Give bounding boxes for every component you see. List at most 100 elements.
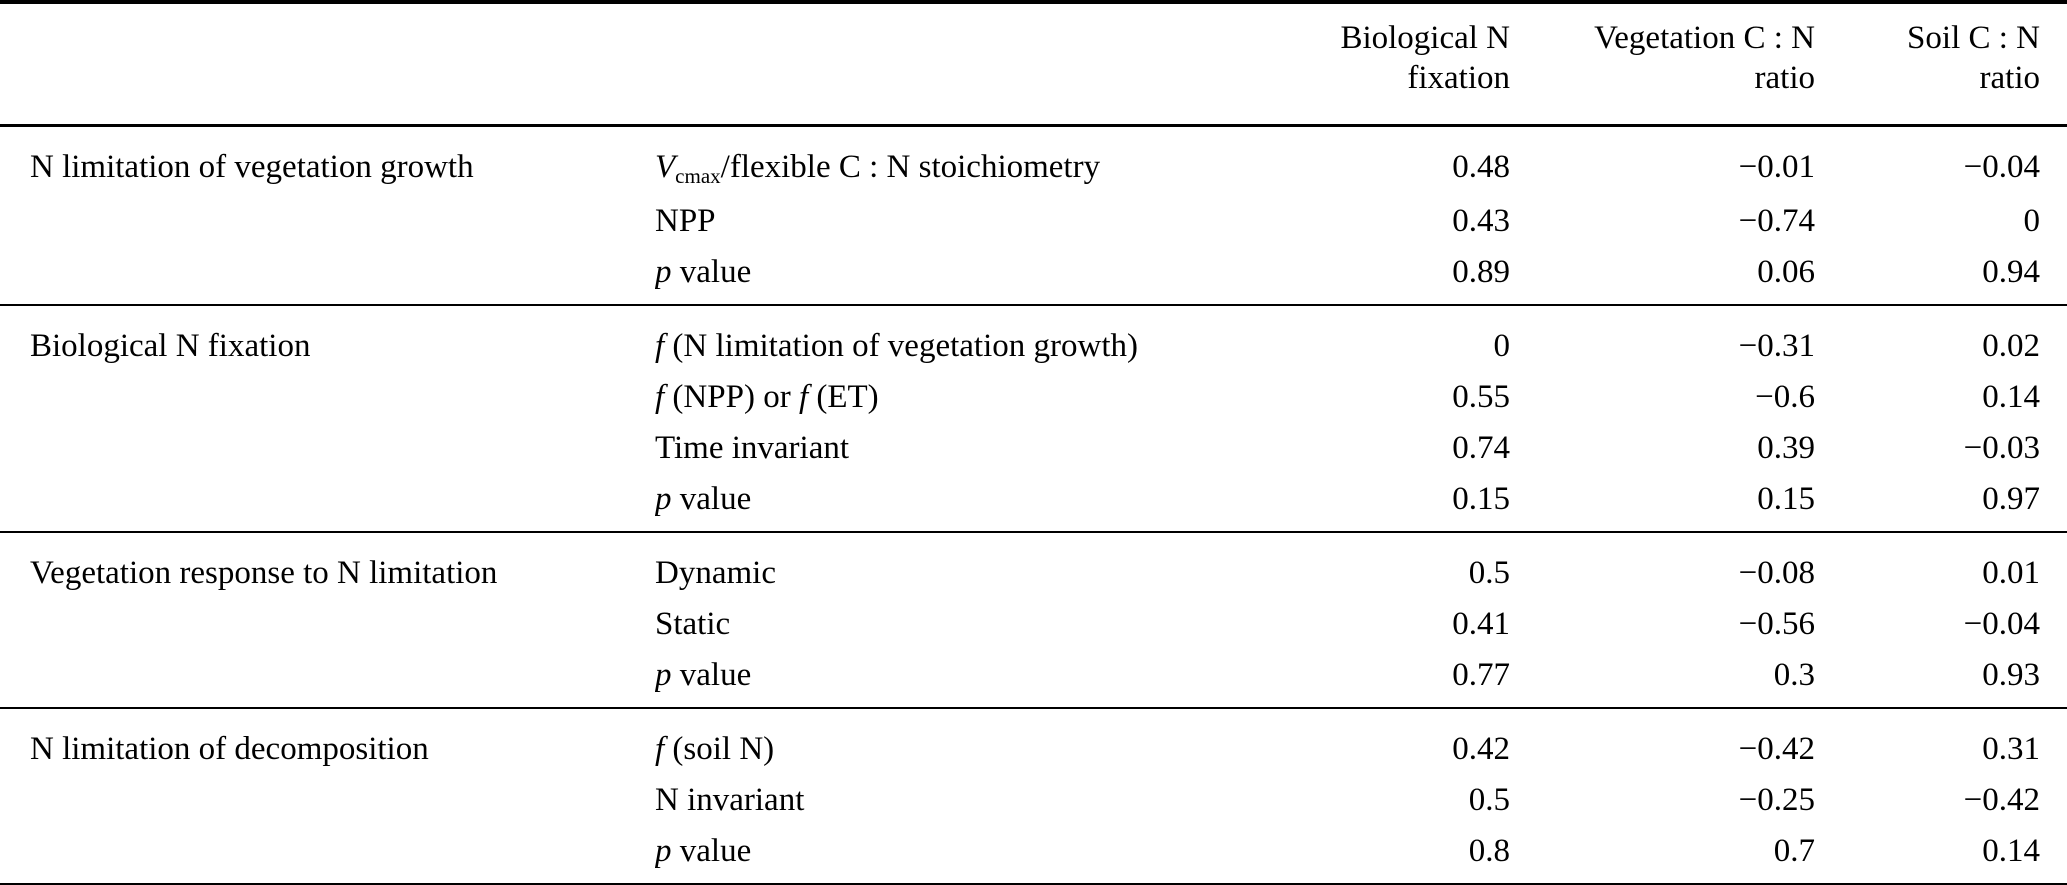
- table-row: Time invariant 0.74 0.39 −0.03: [0, 423, 2067, 474]
- table-row: f (NPP) or f (ET) 0.55 −0.6 0.14: [0, 372, 2067, 423]
- table-row: N limitation of vegetation growth Vcmax/f…: [0, 126, 2067, 197]
- table-row: N limitation of decomposition f (soil N) 0…: [0, 708, 2067, 775]
- value-cell: 0.42: [1452, 731, 1510, 767]
- value-cell: 0.5: [1468, 782, 1510, 818]
- value-cell: 0.8: [1468, 833, 1510, 869]
- row-label-cell: p value: [655, 650, 1215, 708]
- label-part: f: [655, 328, 665, 364]
- label-part: p: [655, 657, 672, 693]
- group-label-cell: Vegetation response to N limitation: [30, 555, 498, 591]
- table-group: N limitation of vegetation growth Vcmax/f…: [0, 126, 2067, 306]
- label-part: (N limitation of vegetation growth): [664, 328, 1138, 364]
- value-cell: −0.42: [1963, 782, 2040, 818]
- label-part: f: [655, 379, 665, 415]
- label-part: N invariant: [655, 782, 805, 818]
- group-label-cell: Biological N fixation: [30, 328, 311, 364]
- value-cell: 0.14: [1982, 833, 2040, 869]
- column-header-line: ratio: [1979, 60, 2040, 96]
- label-part: p: [655, 254, 672, 290]
- value-cell: 0.5: [1468, 555, 1510, 591]
- label-part: /flexible C : N stoichiometry: [720, 149, 1101, 185]
- column-header-line: Vegetation C : N: [1594, 20, 1815, 56]
- table-row: p value 0.8 0.7 0.14: [0, 826, 2067, 885]
- label-part: f: [798, 379, 809, 415]
- value-cell: 0.06: [1757, 254, 1815, 290]
- row-label-cell: N invariant: [655, 775, 1215, 826]
- column-header-line: fixation: [1407, 60, 1510, 96]
- table-row: Biological N fixation f (N limitation of …: [0, 305, 2067, 372]
- value-cell: −0.25: [1738, 782, 1815, 818]
- value-cell: 0.7: [1773, 833, 1815, 869]
- label-part: p: [655, 833, 672, 869]
- row-label-cell: p value: [655, 826, 1215, 885]
- value-cell: −0.31: [1738, 328, 1815, 364]
- table-group: Biological N fixation f (N limitation of …: [0, 305, 2067, 532]
- value-cell: 0.43: [1452, 203, 1510, 239]
- value-cell: 0.02: [1982, 328, 2040, 364]
- value-cell: 0.39: [1757, 430, 1815, 466]
- value-cell: −0.04: [1963, 149, 2040, 185]
- table-group: Vegetation response to N limitation Dynam…: [0, 532, 2067, 708]
- label-part: value: [671, 833, 752, 869]
- header-row: Biological N fixation Vegetation C : N rat…: [0, 2, 2067, 126]
- group-label-cell: N limitation of vegetation growth: [30, 149, 474, 185]
- column-header-line: Biological N: [1340, 20, 1510, 56]
- value-cell: 0.14: [1982, 379, 2040, 415]
- label-part: Dynamic: [655, 555, 776, 591]
- row-label-cell: Static: [655, 599, 1215, 650]
- table-row: Vegetation response to N limitation Dynam…: [0, 532, 2067, 599]
- value-cell: 0.94: [1982, 254, 2040, 290]
- table-row: N invariant 0.5 −0.25 −0.42: [0, 775, 2067, 826]
- table-row: Static 0.41 −0.56 −0.04: [0, 599, 2067, 650]
- value-cell: 0: [1493, 328, 1511, 364]
- col-header-soil-cn-ratio: Soil C : N ratio: [1815, 2, 2067, 126]
- value-cell: 0.31: [1982, 731, 2040, 767]
- label-part: f: [655, 731, 665, 767]
- value-cell: −0.03: [1963, 430, 2040, 466]
- table-header: Biological N fixation Vegetation C : N rat…: [0, 2, 2067, 126]
- table-row: NPP 0.43 −0.74 0: [0, 196, 2067, 247]
- value-cell: 0.55: [1452, 379, 1510, 415]
- col-header-biological-n-fixation: Biological N fixation: [1215, 2, 1510, 126]
- column-header-line: ratio: [1754, 60, 1815, 96]
- table-row: p value 0.89 0.06 0.94: [0, 247, 2067, 305]
- value-cell: −0.74: [1738, 203, 1815, 239]
- value-cell: 0.89: [1452, 254, 1510, 290]
- label-part: Time invariant: [655, 430, 850, 466]
- table-row: p value 0.15 0.15 0.97: [0, 474, 2067, 532]
- value-cell: −0.04: [1963, 606, 2040, 642]
- header-spacer-group: [0, 2, 655, 126]
- value-cell: 0.77: [1452, 657, 1510, 693]
- row-label-cell: Time invariant: [655, 423, 1215, 474]
- label-part: value: [671, 254, 752, 290]
- row-label-cell: Dynamic: [655, 532, 1215, 599]
- label-part: value: [671, 657, 752, 693]
- value-cell: 0.93: [1982, 657, 2040, 693]
- value-cell: −0.56: [1738, 606, 1815, 642]
- label-part: (NPP) or: [664, 379, 799, 415]
- label-part: Static: [655, 606, 731, 642]
- row-label-cell: f (soil N): [655, 708, 1215, 775]
- column-header-line: Soil C : N: [1907, 20, 2040, 56]
- value-cell: 0.3: [1773, 657, 1815, 693]
- value-cell: 0.15: [1757, 481, 1815, 517]
- value-cell: 0.01: [1982, 555, 2040, 591]
- row-label-cell: f (N limitation of vegetation growth): [655, 305, 1215, 372]
- value-cell: −0.01: [1738, 149, 1815, 185]
- value-cell: 0: [2023, 203, 2041, 239]
- value-cell: −0.42: [1738, 731, 1815, 767]
- value-cell: 0.74: [1452, 430, 1510, 466]
- value-cell: −0.08: [1738, 555, 1815, 591]
- col-header-vegetation-cn-ratio: Vegetation C : N ratio: [1510, 2, 1815, 126]
- row-label-cell: p value: [655, 474, 1215, 532]
- subscript-text: cmax: [675, 164, 721, 188]
- row-label-cell: f (NPP) or f (ET): [655, 372, 1215, 423]
- label-part: p: [655, 481, 672, 517]
- value-cell: 0.15: [1452, 481, 1510, 517]
- table-row: p value 0.77 0.3 0.93: [0, 650, 2067, 708]
- label-part: NPP: [655, 203, 716, 239]
- value-cell: −0.6: [1755, 379, 1815, 415]
- table-group: N limitation of decomposition f (soil N) 0…: [0, 708, 2067, 885]
- value-cell: 0.41: [1452, 606, 1510, 642]
